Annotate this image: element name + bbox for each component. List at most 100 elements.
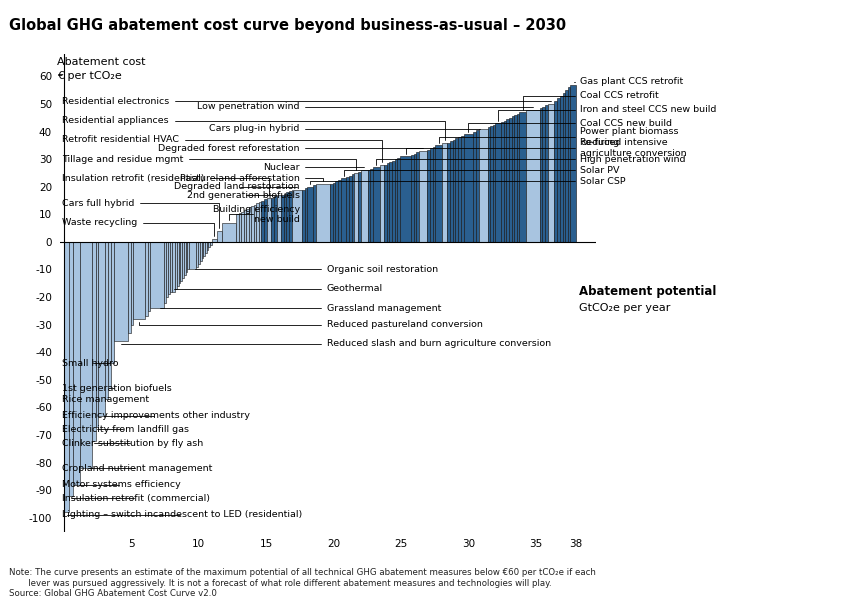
Bar xyxy=(72,242,79,484)
Bar xyxy=(338,180,341,242)
Bar xyxy=(452,140,456,242)
Bar xyxy=(246,209,249,242)
Text: Solar CSP: Solar CSP xyxy=(310,177,626,186)
Text: Coal CCS retrofit: Coal CCS retrofit xyxy=(523,91,659,109)
Text: Abatement cost: Abatement cost xyxy=(57,57,146,67)
Bar xyxy=(207,242,209,250)
Text: Tillage and residue mgmt: Tillage and residue mgmt xyxy=(62,155,356,170)
Bar xyxy=(114,242,128,341)
Bar xyxy=(487,127,490,242)
Text: € per tCO₂e: € per tCO₂e xyxy=(57,71,122,81)
Bar xyxy=(492,124,496,242)
Bar xyxy=(565,90,567,242)
Text: Gas plant CCS retrofit: Gas plant CCS retrofit xyxy=(573,77,683,86)
Bar xyxy=(267,198,272,242)
Bar xyxy=(394,159,397,242)
Bar xyxy=(187,242,189,269)
Bar xyxy=(348,176,352,242)
Bar xyxy=(172,242,175,292)
Text: Abatement potential: Abatement potential xyxy=(579,285,717,298)
Text: High penetration wind: High penetration wind xyxy=(376,155,686,165)
Bar xyxy=(463,134,474,242)
Bar xyxy=(170,242,172,292)
Bar xyxy=(69,242,72,496)
Text: Residential electronics: Residential electronics xyxy=(62,97,550,106)
Bar xyxy=(241,211,244,242)
Text: Small hydro: Small hydro xyxy=(62,359,118,368)
Bar xyxy=(456,138,458,242)
Text: Reduced intensive
agriculture conversion: Reduced intensive agriculture conversion xyxy=(406,138,687,158)
Bar xyxy=(412,155,414,242)
Text: Reduced pastureland conversion: Reduced pastureland conversion xyxy=(139,320,482,329)
Bar xyxy=(545,105,548,242)
Bar xyxy=(417,152,419,242)
Bar xyxy=(128,242,130,333)
Bar xyxy=(133,242,145,319)
Bar xyxy=(490,126,492,242)
Bar xyxy=(511,117,514,242)
Bar xyxy=(555,101,557,242)
Text: Cars full hybrid: Cars full hybrid xyxy=(62,199,219,228)
Bar xyxy=(204,242,205,255)
Bar xyxy=(107,242,112,388)
Text: Waste recycling: Waste recycling xyxy=(62,218,215,236)
Bar xyxy=(367,170,370,242)
Bar xyxy=(254,205,256,242)
Bar xyxy=(474,132,476,242)
Bar xyxy=(277,195,281,242)
Bar xyxy=(567,88,571,242)
Bar xyxy=(112,242,114,363)
Bar xyxy=(274,196,277,242)
Bar xyxy=(305,188,308,242)
Bar xyxy=(501,122,504,242)
Bar xyxy=(496,123,501,242)
Bar xyxy=(433,147,435,242)
Bar xyxy=(239,213,241,242)
Bar xyxy=(458,137,461,242)
Bar xyxy=(400,156,412,242)
Bar xyxy=(259,202,262,242)
Bar xyxy=(150,242,164,308)
Bar xyxy=(181,242,182,280)
Bar xyxy=(562,93,565,242)
Text: Cropland nutrient management: Cropland nutrient management xyxy=(62,464,213,472)
Bar xyxy=(476,130,479,242)
Text: GtCO₂e per year: GtCO₂e per year xyxy=(579,303,671,313)
Bar xyxy=(272,198,274,242)
Bar xyxy=(284,194,286,242)
Bar xyxy=(314,185,315,242)
Bar xyxy=(189,242,196,269)
Bar xyxy=(236,214,239,242)
Bar xyxy=(177,242,179,286)
Bar xyxy=(354,173,358,242)
Bar xyxy=(251,206,254,242)
Bar xyxy=(358,172,360,242)
Bar xyxy=(370,169,372,242)
Bar xyxy=(479,129,487,242)
Bar xyxy=(79,242,92,468)
Bar xyxy=(540,108,543,242)
Text: Motor systems efficiency: Motor systems efficiency xyxy=(62,480,181,489)
Bar xyxy=(210,242,212,245)
Text: Building efficiency
new build: Building efficiency new build xyxy=(212,205,300,224)
Bar xyxy=(145,242,148,316)
Bar xyxy=(387,163,389,242)
Text: Global GHG abatement cost curve beyond business-as-usual – 2030: Global GHG abatement cost curve beyond b… xyxy=(9,18,566,33)
Text: Coal CCS new build: Coal CCS new build xyxy=(469,119,672,132)
Text: Low penetration wind: Low penetration wind xyxy=(197,102,532,111)
Bar xyxy=(186,242,187,272)
Bar xyxy=(184,242,186,275)
Bar xyxy=(175,242,177,289)
Bar xyxy=(430,148,433,242)
Bar xyxy=(216,231,222,242)
Text: 2nd generation biofuels: 2nd generation biofuels xyxy=(187,190,300,199)
Bar xyxy=(98,242,105,416)
Bar xyxy=(264,199,267,242)
Text: Nuclear: Nuclear xyxy=(263,163,364,172)
Bar xyxy=(517,114,519,242)
Bar xyxy=(64,242,69,512)
Bar xyxy=(196,242,198,267)
Bar xyxy=(164,242,166,303)
Bar xyxy=(450,141,452,242)
Bar xyxy=(202,242,204,259)
